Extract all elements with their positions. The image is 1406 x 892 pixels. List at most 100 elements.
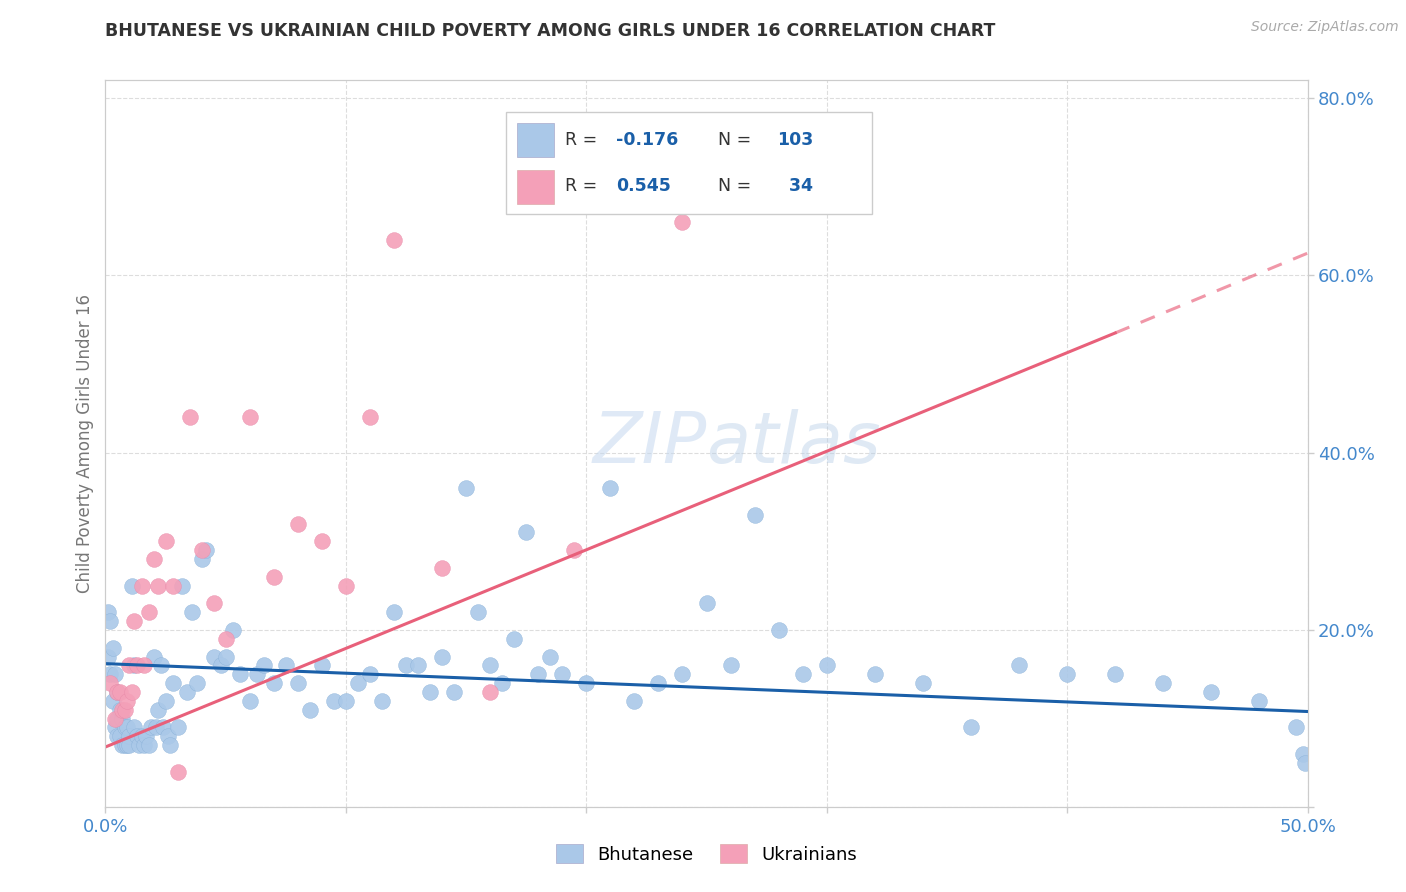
Point (335, 579, 357, 593)
Point (298, 703, 321, 717)
Point (720, 658, 742, 673)
Point (202, 649, 225, 664)
Point (359, 410, 381, 425)
Point (115, 721, 138, 735)
Point (181, 605, 204, 619)
Point (107, 685, 129, 699)
Point (139, 721, 162, 735)
Point (166, 721, 188, 735)
Point (148, 703, 170, 717)
Text: ZIP: ZIP (592, 409, 707, 478)
Point (253, 658, 276, 673)
Point (195, 543, 218, 558)
Point (104, 667, 127, 681)
Point (107, 729, 129, 743)
Bar (517, 123, 554, 157)
Point (960, 721, 983, 735)
Point (792, 667, 814, 681)
Point (149, 658, 172, 673)
Point (118, 729, 141, 743)
Point (186, 676, 208, 690)
Point (101, 694, 124, 708)
Point (179, 410, 201, 425)
Text: BHUTANESE VS UKRAINIAN CHILD POVERTY AMONG GIRLS UNDER 16 CORRELATION CHART: BHUTANESE VS UKRAINIAN CHILD POVERTY AMO… (105, 22, 995, 40)
Point (815, 658, 838, 673)
Point (142, 649, 165, 664)
Point (132, 658, 155, 673)
Point (503, 632, 526, 646)
Point (562, 543, 585, 558)
Point (443, 685, 465, 699)
Point (527, 667, 550, 681)
Point (263, 676, 285, 690)
FancyBboxPatch shape (506, 112, 872, 214)
Point (239, 694, 262, 708)
Point (98, 676, 121, 690)
Point (121, 685, 143, 699)
Point (430, 561, 453, 575)
Point (118, 738, 141, 752)
Point (108, 703, 131, 717)
Point (382, 233, 405, 247)
Point (287, 676, 309, 690)
Point (538, 649, 561, 664)
Point (263, 570, 285, 584)
Point (155, 534, 177, 549)
Point (131, 579, 153, 593)
Point (176, 685, 198, 699)
Point (156, 729, 179, 743)
Bar (517, 170, 554, 204)
Point (623, 694, 645, 708)
Point (107, 685, 129, 699)
Point (671, 215, 693, 229)
Point (335, 694, 357, 708)
Point (454, 481, 477, 495)
Point (114, 721, 136, 735)
Point (246, 667, 269, 681)
Point (190, 543, 212, 558)
Point (98, 614, 121, 628)
Point (124, 614, 146, 628)
Point (479, 658, 502, 673)
Point (97, 605, 120, 619)
Point (229, 667, 252, 681)
Point (911, 676, 934, 690)
Point (551, 667, 574, 681)
Point (138, 738, 160, 752)
Point (696, 596, 718, 610)
Point (371, 694, 394, 708)
Point (311, 534, 333, 549)
Text: Source: ZipAtlas.com: Source: ZipAtlas.com (1251, 20, 1399, 34)
Text: R =: R = (565, 177, 602, 194)
Point (162, 676, 184, 690)
Point (1152, 676, 1174, 690)
Point (97, 649, 120, 664)
Point (145, 721, 167, 735)
Text: 34: 34 (776, 177, 813, 194)
Point (863, 667, 886, 681)
Text: 0.545: 0.545 (616, 177, 671, 194)
Point (111, 738, 134, 752)
Text: 103: 103 (776, 131, 813, 149)
Point (768, 623, 790, 637)
Point (671, 667, 693, 681)
Point (124, 658, 146, 673)
Point (214, 632, 236, 646)
Point (222, 623, 245, 637)
Point (172, 579, 194, 593)
Point (111, 712, 134, 726)
Point (190, 552, 212, 566)
Point (125, 729, 148, 743)
Point (209, 658, 232, 673)
Point (1292, 747, 1315, 761)
Point (111, 703, 134, 717)
Point (322, 694, 344, 708)
Text: N =: N = (718, 177, 756, 194)
Point (515, 525, 537, 540)
Point (467, 605, 489, 619)
Point (1104, 667, 1126, 681)
Text: N =: N = (718, 131, 756, 149)
Point (108, 729, 131, 743)
Point (101, 640, 124, 655)
Point (647, 676, 669, 690)
